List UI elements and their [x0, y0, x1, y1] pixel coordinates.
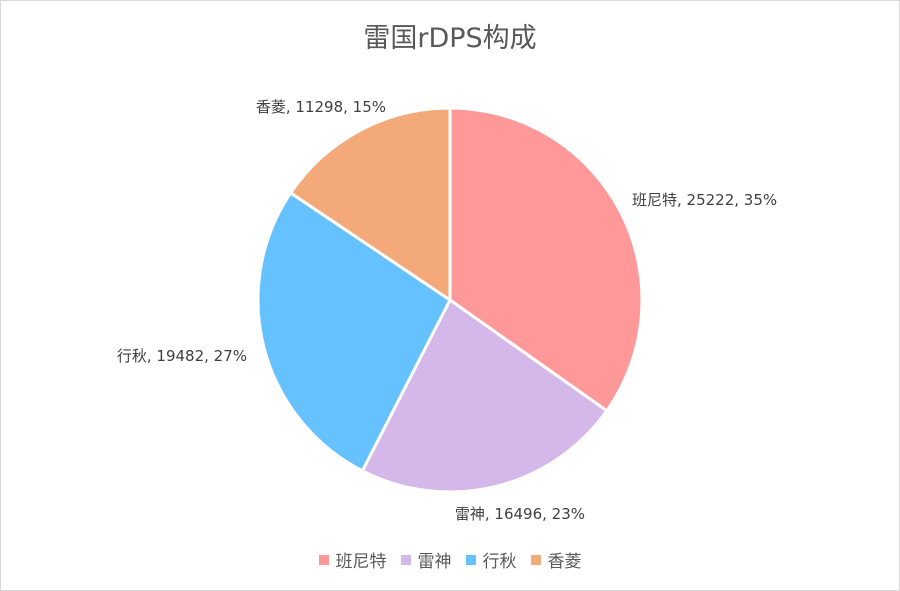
legend-label: 香菱: [547, 552, 582, 572]
legend-swatch: [400, 554, 411, 565]
legend-item-banniter: 班尼特: [318, 547, 387, 572]
legend-item-xiangling: 香菱: [530, 547, 582, 572]
legend-swatch: [465, 554, 476, 565]
chart-title: 雷国rDPS构成: [363, 23, 537, 54]
pie-slice-2: [256, 190, 452, 473]
pie-slice-0: [448, 106, 644, 413]
legend-item-raiden: 雷神: [400, 547, 452, 572]
legend-swatch: [318, 554, 329, 565]
pie-slice-1: [360, 297, 609, 494]
legend-label: 行秋: [482, 552, 517, 572]
legend-label: 班尼特: [335, 552, 387, 572]
legend-swatch: [530, 554, 541, 565]
pie-slice-3: [288, 106, 452, 303]
chart-legend: 班尼特 雷神 行秋 香菱: [0, 547, 900, 572]
data-label-2: 行秋, 19482, 27%: [117, 347, 247, 365]
data-label-0: 班尼特, 25222, 35%: [632, 191, 777, 209]
legend-label: 雷神: [417, 552, 452, 572]
data-label-3: 香菱, 11298, 15%: [256, 98, 386, 116]
data-label-1: 雷神, 16496, 23%: [455, 505, 585, 523]
legend-item-xingqiu: 行秋: [465, 547, 517, 572]
